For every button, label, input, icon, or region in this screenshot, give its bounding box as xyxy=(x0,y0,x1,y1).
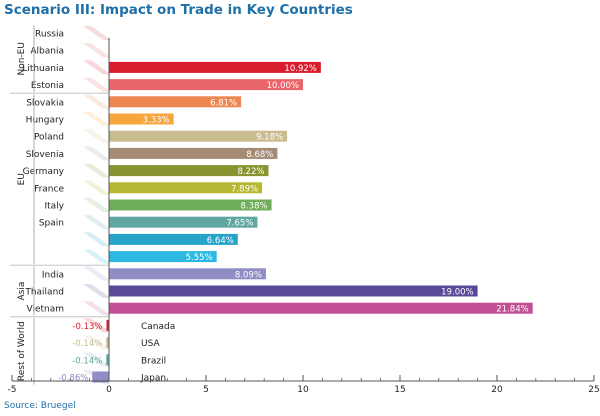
data-label-canada: -0.13% xyxy=(72,322,102,332)
data-label-row-13: 5.55% xyxy=(186,253,213,263)
ribbon-row-12 xyxy=(83,232,111,247)
category-label-albania: Albania xyxy=(30,47,64,57)
data-label-france: 7.89% xyxy=(231,184,258,194)
ribbon-usa xyxy=(83,335,111,350)
x-tick-label-0: 0 xyxy=(106,385,112,395)
group-label-eu: EU xyxy=(17,173,27,185)
ribbon-germany xyxy=(83,163,111,178)
bar-usa xyxy=(106,337,109,349)
ribbon-france xyxy=(83,180,111,195)
bar-brazil xyxy=(106,354,109,366)
data-label-usa: -0.14% xyxy=(72,339,102,349)
ribbon-canada xyxy=(83,318,111,333)
ribbon-thailand xyxy=(83,284,111,298)
data-label-poland: 9.18% xyxy=(256,133,283,143)
category-label-japan: Japan xyxy=(140,374,166,384)
ribbon-lithuania xyxy=(83,60,111,75)
data-label-row-12: 6.64% xyxy=(207,236,234,246)
data-label-lithuania: 10.92% xyxy=(284,64,316,74)
bar-spain xyxy=(109,216,258,228)
category-label-italy: Italy xyxy=(44,202,64,212)
bar-slovenia xyxy=(109,147,278,159)
bar-vietnam xyxy=(109,302,533,314)
x-tick-label-20: 20 xyxy=(491,385,503,395)
data-label-japan: -0.86% xyxy=(58,374,88,384)
chart-title: Scenario III: Impact on Trade in Key Cou… xyxy=(4,2,353,18)
category-label-lithuania: Lithuania xyxy=(22,64,64,74)
bar-india xyxy=(109,268,266,280)
source-note: Source: Bruegel xyxy=(4,401,76,411)
ribbon-brazil xyxy=(83,352,111,367)
ribbon-spain xyxy=(83,215,111,230)
category-label-india: India xyxy=(42,270,64,280)
data-label-thailand: 19.00% xyxy=(441,288,473,298)
data-label-hungary: 3.33% xyxy=(143,116,170,126)
bar-thailand xyxy=(109,285,478,297)
data-label-india: 8.09% xyxy=(235,270,262,280)
ribbon-russia xyxy=(83,26,111,40)
group-label-rest-of-world: Rest of World xyxy=(17,321,27,381)
data-label-estonia: 10.00% xyxy=(267,81,299,91)
category-label-usa: USA xyxy=(141,339,160,349)
category-label-hungary: Hungary xyxy=(26,116,65,126)
category-label-poland: Poland xyxy=(34,133,64,143)
ribbon-hungary xyxy=(83,112,111,126)
ribbon-slovakia xyxy=(83,94,111,109)
bar-lithuania xyxy=(109,61,321,73)
category-label-slovenia: Slovenia xyxy=(26,150,64,160)
category-label-russia: Russia xyxy=(35,30,64,40)
ribbon-row-13 xyxy=(83,249,111,264)
data-label-slovenia: 8.68% xyxy=(246,150,273,160)
x-tick-label-5: 5 xyxy=(203,385,209,395)
group-label-asia: Asia xyxy=(17,282,27,301)
ribbon-italy xyxy=(83,198,111,212)
x-tick-label--5: -5 xyxy=(8,385,17,395)
category-label-spain: Spain xyxy=(39,219,64,229)
x-tick-label-10: 10 xyxy=(297,385,309,395)
category-label-estonia: Estonia xyxy=(31,81,64,91)
data-label-brazil: -0.14% xyxy=(72,356,102,366)
ribbon-poland xyxy=(83,129,111,144)
ribbon-estonia xyxy=(83,77,111,92)
category-label-brazil: Brazil xyxy=(141,356,166,366)
data-label-italy: 8.38% xyxy=(241,202,268,212)
category-label-canada: Canada xyxy=(141,322,175,332)
category-label-vietnam: Vietnam xyxy=(26,305,64,315)
ribbon-india xyxy=(83,266,111,281)
x-tick-label-25: 25 xyxy=(588,385,599,395)
data-label-slovakia: 6.81% xyxy=(210,98,237,108)
bar-germany xyxy=(109,165,269,177)
bar-italy xyxy=(109,199,272,211)
category-label-thailand: Thailand xyxy=(24,288,64,298)
category-label-france: France xyxy=(34,184,64,194)
bar-slovakia xyxy=(109,96,242,108)
bar-france xyxy=(109,182,263,194)
bar-japan xyxy=(92,371,109,383)
bar-estonia xyxy=(109,79,303,91)
bar-row-12 xyxy=(109,233,238,245)
bar-hungary xyxy=(109,113,174,125)
category-label-germany: Germany xyxy=(23,167,65,177)
data-label-germany: 8.22% xyxy=(237,167,264,177)
bar-row-13 xyxy=(109,251,217,263)
ribbon-albania xyxy=(83,43,111,58)
bar-poland xyxy=(109,130,288,142)
x-tick-label-15: 15 xyxy=(394,385,405,395)
bar-canada xyxy=(106,319,109,331)
ribbon-vietnam xyxy=(83,301,111,316)
data-label-vietnam: 21.84% xyxy=(496,305,528,315)
ribbon-slovenia xyxy=(83,146,111,161)
category-label-slovakia: Slovakia xyxy=(26,98,64,108)
data-label-spain: 7.65% xyxy=(226,219,253,229)
group-label-non-eu: Non-EU xyxy=(17,42,27,75)
